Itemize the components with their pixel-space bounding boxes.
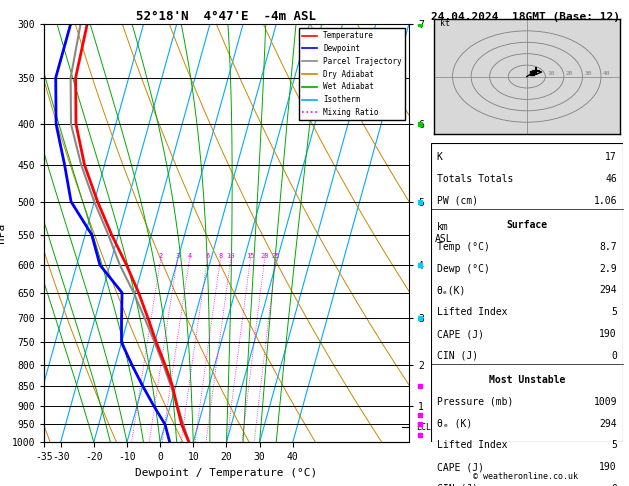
Text: 3: 3	[175, 253, 179, 259]
Text: 5: 5	[611, 307, 617, 317]
Text: 5: 5	[611, 440, 617, 451]
Text: θₑ(K): θₑ(K)	[437, 285, 466, 295]
Text: 40: 40	[603, 71, 610, 76]
Text: Dewp (°C): Dewp (°C)	[437, 263, 489, 274]
Text: 30: 30	[584, 71, 592, 76]
Text: 15: 15	[246, 253, 255, 259]
Text: 10: 10	[226, 253, 235, 259]
Text: 1009: 1009	[593, 397, 617, 407]
Text: PW (cm): PW (cm)	[437, 196, 478, 206]
Text: CAPE (J): CAPE (J)	[437, 329, 484, 339]
X-axis label: Dewpoint / Temperature (°C): Dewpoint / Temperature (°C)	[135, 468, 318, 478]
Text: 8.7: 8.7	[599, 242, 617, 252]
Text: 46: 46	[605, 174, 617, 184]
Text: 2.9: 2.9	[599, 263, 617, 274]
Text: Lifted Index: Lifted Index	[437, 307, 507, 317]
Text: K: K	[437, 152, 442, 162]
Title: 52°18'N  4°47'E  -4m ASL: 52°18'N 4°47'E -4m ASL	[136, 10, 316, 23]
Text: Surface: Surface	[506, 220, 547, 230]
Text: Lifted Index: Lifted Index	[437, 440, 507, 451]
Text: 20: 20	[565, 71, 573, 76]
Text: CIN (J): CIN (J)	[437, 484, 478, 486]
Text: Totals Totals: Totals Totals	[437, 174, 513, 184]
Text: 294: 294	[599, 285, 617, 295]
Text: 190: 190	[599, 462, 617, 472]
Text: θₑ (K): θₑ (K)	[437, 418, 472, 429]
Text: © weatheronline.co.uk: © weatheronline.co.uk	[473, 472, 577, 481]
Text: 20: 20	[260, 253, 269, 259]
Text: CIN (J): CIN (J)	[437, 351, 478, 361]
Text: 0: 0	[611, 484, 617, 486]
Text: Pressure (mb): Pressure (mb)	[437, 397, 513, 407]
Text: 8: 8	[218, 253, 223, 259]
Text: 0: 0	[611, 351, 617, 361]
Text: CAPE (J): CAPE (J)	[437, 462, 484, 472]
Text: 294: 294	[599, 418, 617, 429]
Text: 25: 25	[272, 253, 281, 259]
Text: 24.04.2024  18GMT (Base: 12): 24.04.2024 18GMT (Base: 12)	[431, 12, 620, 22]
Text: 190: 190	[599, 329, 617, 339]
Text: Most Unstable: Most Unstable	[489, 375, 565, 385]
Legend: Temperature, Dewpoint, Parcel Trajectory, Dry Adiabat, Wet Adiabat, Isotherm, Mi: Temperature, Dewpoint, Parcel Trajectory…	[299, 28, 405, 120]
Text: 4: 4	[187, 253, 192, 259]
Text: LCL: LCL	[416, 423, 431, 432]
Text: kt: kt	[440, 19, 450, 28]
Text: Temp (°C): Temp (°C)	[437, 242, 489, 252]
Text: 17: 17	[605, 152, 617, 162]
Text: 2: 2	[159, 253, 163, 259]
Y-axis label: hPa: hPa	[0, 223, 6, 243]
Text: 1.06: 1.06	[593, 196, 617, 206]
Text: 6: 6	[205, 253, 209, 259]
Y-axis label: km
ASL: km ASL	[435, 223, 452, 244]
Text: 10: 10	[547, 71, 555, 76]
